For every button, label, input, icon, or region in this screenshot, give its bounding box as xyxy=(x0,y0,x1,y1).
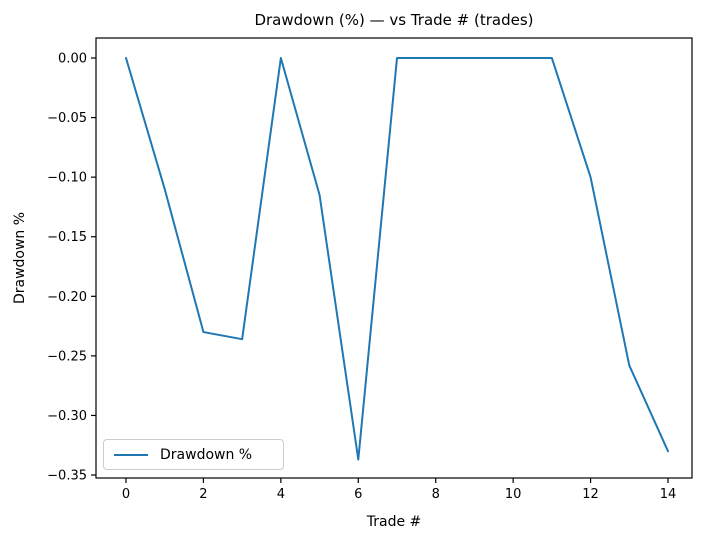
legend: Drawdown % xyxy=(103,439,284,470)
y-tick-label: −0.20 xyxy=(47,290,87,305)
y-tick-label: −0.15 xyxy=(47,230,87,245)
y-tick-label: 0.00 xyxy=(58,52,87,67)
x-tick-label: 8 xyxy=(432,487,440,502)
x-axis-label: Trade # xyxy=(366,514,422,530)
y-tick-label: −0.05 xyxy=(47,111,87,126)
x-tick-label: 2 xyxy=(199,487,207,502)
chart-title: Drawdown (%) — vs Trade # (trades) xyxy=(254,11,534,29)
y-tick-label: −0.25 xyxy=(47,349,87,364)
x-tick-label: 10 xyxy=(505,487,522,502)
x-tick-label: 4 xyxy=(277,487,285,502)
series-line-drawdown- xyxy=(125,57,669,461)
x-tick-label: 14 xyxy=(660,487,677,502)
x-tick-label: 12 xyxy=(582,487,599,502)
legend-line-sample xyxy=(114,453,148,456)
x-tick-label: 0 xyxy=(122,487,130,502)
x-tick-label: 6 xyxy=(354,487,362,502)
y-tick-label: −0.10 xyxy=(47,171,87,186)
y-tick-label: −0.30 xyxy=(47,409,87,424)
axes-spines xyxy=(95,37,693,479)
y-tick-label: −0.35 xyxy=(47,469,87,484)
legend-label: Drawdown % xyxy=(160,446,253,463)
